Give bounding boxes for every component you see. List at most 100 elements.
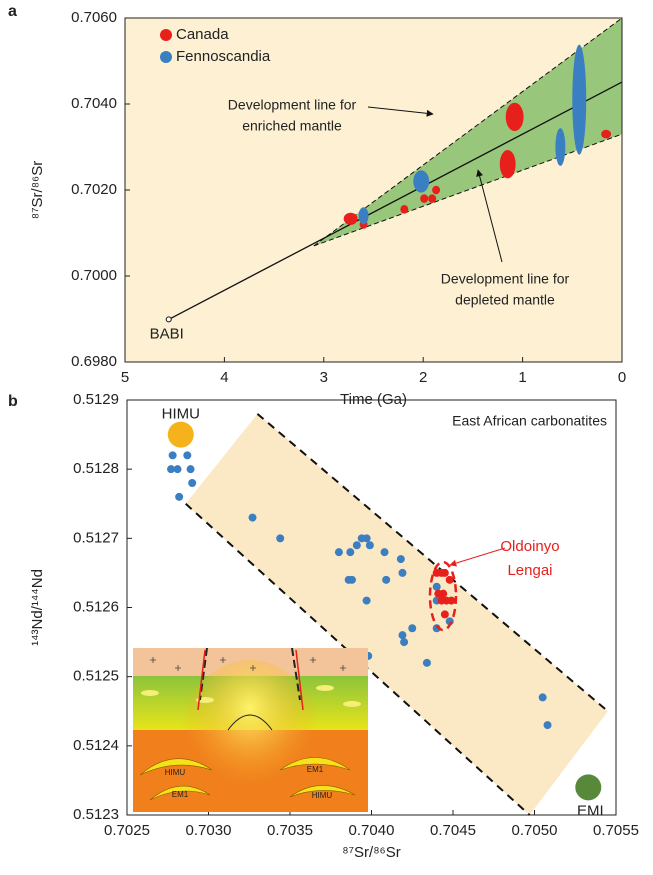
page: a b BABI 5 4 3 2 1 0 0.6980 0.7000 0.7020 0.7040 0.… [0,0,653,875]
data-point [433,583,441,591]
figure: a b BABI 5 4 3 2 1 0 0.6980 0.7000 0.7020 0.7040 0.… [0,0,653,875]
endmember [575,774,601,800]
data-point [381,548,389,556]
x-tick-label: 0 [618,369,626,386]
data-point [500,150,516,178]
y-tick-label: 0.5129 [73,391,119,408]
data-point [174,465,182,473]
endmember-label: HIMU [162,406,200,423]
y-tick-label: 0.5123 [73,806,119,823]
data-point [249,514,257,522]
annotation: Development line for [441,271,570,287]
data-point [366,541,374,549]
data-point [413,170,429,192]
y-tick-label: 0.5128 [73,460,119,477]
data-point [447,597,455,605]
data-point [363,534,371,542]
highlight-arrow [450,548,505,565]
data-point [555,128,565,166]
inset-label: HIMU [165,768,186,777]
data-point [276,534,284,542]
data-point [359,207,369,224]
x-tick-label: 4 [220,369,228,386]
x-tick-label: 0.7030 [186,822,232,839]
data-point [423,659,431,667]
legend-label: Fennoscandia [176,48,271,65]
y-tick-label: 0.7000 [71,267,117,284]
x-tick-label: 5 [121,369,129,386]
data-point [175,493,183,501]
data-point [398,569,406,577]
panel-label: a [8,3,17,20]
annotation: Development line for [228,97,357,113]
y-tick-label: 0.5125 [73,668,119,685]
y-axis-label: ¹⁴³Nd/¹⁴⁴Nd [29,569,46,646]
data-point [420,194,428,203]
data-point [346,548,354,556]
data-point [441,610,449,618]
data-point [344,213,358,225]
x-tick-label: 0.7040 [349,822,395,839]
data-point [441,569,449,577]
data-point [539,693,547,701]
annotation: enriched mantle [242,118,342,134]
inset-label: EM1 [172,790,189,799]
legend-marker [160,29,172,41]
data-point [397,555,405,563]
legend-marker [160,51,172,63]
x-tick-label: 0.7035 [267,822,313,839]
data-point [572,45,586,155]
x-tick-label: 3 [320,369,328,386]
data-point [398,631,406,639]
y-tick-label: 0.5124 [73,737,119,754]
inset-label: EM1 [307,765,324,774]
y-tick-label: 0.7060 [71,9,117,26]
data-point [169,451,177,459]
data-point [400,205,408,214]
x-axis-label: Time (Ga) [340,391,407,408]
legend-label: Canada [176,26,229,43]
panel-a: BABI 5 4 3 2 1 0 0.6980 0.7000 0.7020 0.7040 0.7060… [29,9,626,408]
y-tick-label: 0.5127 [73,529,119,546]
data-point [400,638,408,646]
reference-label: BABI [150,325,184,342]
x-tick-label: 0.7045 [430,822,476,839]
x-tick-label: 0.7055 [593,822,639,839]
endmember [168,422,194,448]
data-point [353,541,361,549]
data-point [601,130,611,139]
x-axis-label: ⁸⁷Sr/⁸⁶Sr [342,844,400,861]
data-point [183,451,191,459]
data-point [335,548,343,556]
inset-diagram: HIMU EM1 EM1 HIMU [133,648,368,820]
x-tick-label: 0.7050 [512,822,558,839]
y-tick-label: 0.6980 [71,353,117,370]
data-point [432,186,440,195]
series-label: Lengai [507,562,552,579]
y-tick-label: 0.7040 [71,95,117,112]
data-point [408,624,416,632]
plot-background [125,18,622,362]
chart-title: East African carbonatites [452,413,607,429]
x-tick-label: 0.7025 [104,822,150,839]
data-point [382,576,390,584]
data-point [434,590,442,598]
panel-label: b [8,393,18,410]
data-point [438,597,446,605]
y-tick-label: 0.7020 [71,181,117,198]
data-point [544,721,552,729]
endmember-label: EMI [577,802,604,819]
inset-label: HIMU [312,791,333,800]
x-tick-label: 1 [518,369,526,386]
data-point [428,194,436,203]
x-tick-label: 2 [419,369,427,386]
data-point [348,576,356,584]
data-point [363,597,371,605]
annotation: depleted mantle [455,292,555,308]
series-label: Oldoinyo [500,538,559,555]
data-point [506,103,524,131]
data-point [187,465,195,473]
reference-point [166,317,171,322]
y-axis-label: ⁸⁷Sr/⁸⁶Sr [29,161,46,219]
y-tick-label: 0.5126 [73,598,119,615]
